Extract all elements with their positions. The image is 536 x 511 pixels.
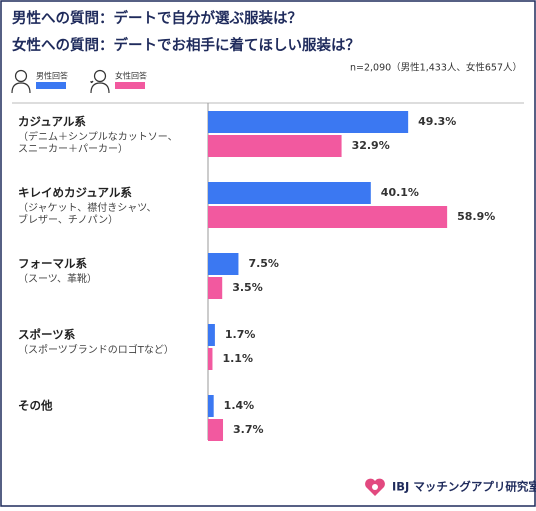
bar bbox=[208, 111, 409, 133]
logo bbox=[365, 478, 385, 496]
brand: IBJ マッチングアプリ研究室 bbox=[392, 480, 536, 494]
category-label: フォーマル系 bbox=[18, 257, 87, 271]
category-label: カジュアル系 bbox=[18, 115, 86, 129]
value-label: 3.7% bbox=[233, 423, 264, 436]
category-description: （スーツ、革靴） bbox=[18, 272, 97, 285]
category-description: ブレザー、チノパン） bbox=[18, 213, 118, 226]
bar bbox=[208, 395, 214, 417]
bar bbox=[208, 182, 371, 204]
value-label: 1.1% bbox=[222, 352, 253, 365]
category-description: （スポーツブランドのロゴTなど） bbox=[18, 343, 174, 356]
legend-swatch bbox=[115, 82, 145, 89]
category-label: キレイめカジュアル系 bbox=[18, 186, 132, 200]
category-description: （デニム＋シンプルなカットソー、 bbox=[18, 130, 178, 143]
bar bbox=[208, 348, 213, 370]
value-label: 40.1% bbox=[381, 186, 419, 199]
legend-swatch bbox=[36, 82, 66, 89]
value-label: 7.5% bbox=[248, 257, 279, 270]
note: n=2,090（男性1,433人、女性657人） bbox=[350, 62, 522, 74]
bar bbox=[208, 206, 448, 228]
bar bbox=[208, 277, 223, 299]
category-label: スポーツ系 bbox=[18, 328, 76, 342]
value-label: 3.5% bbox=[232, 281, 263, 294]
value-label: 49.3% bbox=[418, 115, 456, 128]
value-label: 1.4% bbox=[224, 399, 255, 412]
category-label: その他 bbox=[18, 399, 53, 413]
category-description: （ジャケット、襟付きシャツ、 bbox=[18, 201, 157, 214]
value-label: 1.7% bbox=[225, 328, 256, 341]
title-line: 男性への質問：デートで自分が選ぶ服装は？ bbox=[12, 9, 302, 27]
category-description: スニーカー＋パーカー） bbox=[18, 143, 128, 155]
bar bbox=[208, 253, 239, 275]
female-icon bbox=[90, 69, 110, 94]
legend-label: 男性回答 bbox=[36, 71, 68, 81]
title-line: 女性への質問：デートでお相手に着てほしい服装は？ bbox=[12, 36, 360, 54]
value-label: 32.9% bbox=[352, 139, 390, 152]
bar bbox=[208, 324, 215, 346]
bar bbox=[208, 419, 224, 441]
legend-label: 女性回答 bbox=[115, 71, 147, 81]
value-label: 58.9% bbox=[457, 210, 495, 223]
bar bbox=[208, 135, 342, 157]
male-icon bbox=[11, 69, 31, 94]
